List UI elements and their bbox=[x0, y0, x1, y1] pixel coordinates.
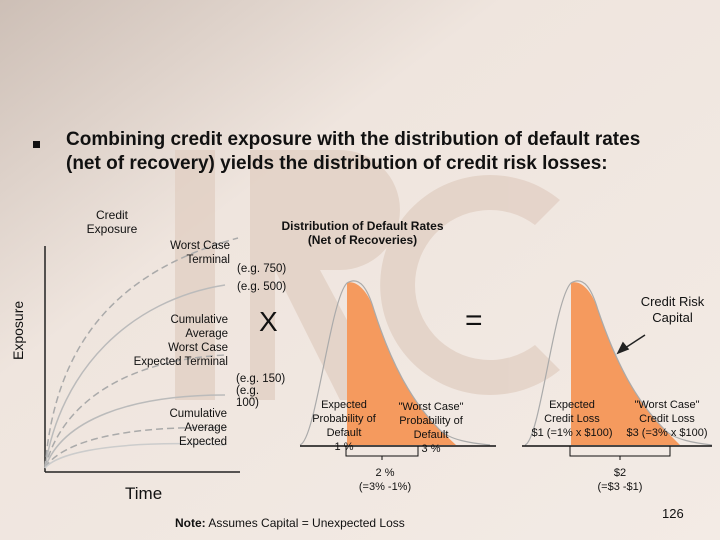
curve-average-expected bbox=[44, 426, 226, 469]
expected-default-label: Expected Probability of Default 1 % bbox=[300, 398, 388, 454]
default-rate-title-line-2: (Net of Recoveries) bbox=[307, 233, 418, 247]
curve-label-line: Cumulative bbox=[170, 314, 228, 326]
footnote-text: Assumes Capital = Unexpected Loss bbox=[208, 516, 405, 530]
curve-label-line: Worst Case bbox=[168, 342, 228, 354]
capital-difference-label: $2 (=$3 -$1) bbox=[575, 466, 665, 494]
label-line: 1 % bbox=[334, 441, 354, 453]
capital-curve bbox=[524, 280, 713, 446]
exposure-x-axis-label: Time bbox=[125, 484, 163, 503]
label-line: Expected bbox=[549, 399, 595, 411]
example-150-100: (e.g. 150) (e.g. 100) bbox=[236, 373, 285, 409]
default-rate-curve bbox=[299, 280, 491, 446]
exposure-chart-title: Credit Exposure bbox=[72, 208, 152, 236]
curve-mid-gray bbox=[44, 394, 226, 469]
expected-credit-loss-label: Expected Credit Loss $1 (=1% x $100) bbox=[522, 398, 622, 440]
worst-case-default-label: "Worst Case" Probability of Default 3 % bbox=[386, 400, 476, 456]
exposure-title-line-2: Exposure bbox=[86, 222, 138, 236]
label-line: $2 bbox=[613, 467, 627, 479]
label-line: Probability of bbox=[312, 413, 376, 425]
label-line: "Worst Case" bbox=[398, 401, 464, 413]
capital-title-line: Capital bbox=[652, 310, 693, 325]
curve-upper-gray bbox=[44, 284, 226, 469]
default-rate-title-line-1: Distribution of Default Rates bbox=[281, 219, 444, 233]
label-line: Default bbox=[413, 429, 449, 441]
label-line: 2 % bbox=[375, 467, 395, 479]
capital-brace bbox=[569, 452, 671, 460]
label-line: "Worst Case" bbox=[634, 399, 700, 411]
curve-label-line: Cumulative bbox=[169, 408, 227, 420]
curve-label-worst-case-terminal: Worst Case Terminal bbox=[130, 239, 230, 267]
example-line: (e.g. bbox=[236, 385, 260, 397]
multiply-operator: X bbox=[259, 306, 278, 337]
label-line: Credit Loss bbox=[639, 413, 695, 425]
footnote: Note: Assumes Capital = Unexpected Loss bbox=[175, 516, 405, 530]
default-rate-fill bbox=[347, 282, 456, 445]
capital-title-line: Credit Risk bbox=[640, 294, 705, 309]
example-line: 100) bbox=[236, 397, 260, 409]
exposure-y-axis-label: Exposure bbox=[10, 300, 26, 360]
example-line: (e.g. 150) bbox=[236, 373, 286, 385]
label-line: $3 (=3% x $100) bbox=[626, 427, 708, 439]
default-rate-brace bbox=[345, 452, 419, 460]
label-line: Credit Loss bbox=[544, 413, 600, 425]
label-line: Probability of bbox=[399, 415, 463, 427]
exposure-axes bbox=[44, 246, 240, 473]
slide-title-line-1: Combining credit exposure with the distr… bbox=[66, 129, 641, 150]
footnote-label: Note: bbox=[175, 516, 206, 530]
capital-distribution bbox=[522, 280, 713, 460]
title-bullet-icon bbox=[33, 141, 40, 148]
curve-worst-case-expected-terminal bbox=[44, 354, 226, 469]
label-line: Expected bbox=[321, 399, 367, 411]
curve-label-line: Expected Terminal bbox=[133, 356, 228, 368]
capital-fill bbox=[571, 282, 680, 445]
curve-label-line: Average bbox=[184, 422, 227, 434]
slide-title: Combining credit exposure with the distr… bbox=[66, 128, 706, 176]
curve-label-worst-case-expected-terminal: Cumulative Average Worst Case Expected T… bbox=[110, 313, 228, 369]
equals-operator: = bbox=[465, 304, 483, 337]
label-line: (=$3 -$1) bbox=[597, 481, 643, 493]
page-number: 126 bbox=[662, 506, 684, 521]
default-rate-title: Distribution of Default Rates (Net of Re… bbox=[255, 219, 470, 247]
label-line: (=3% -1%) bbox=[358, 481, 412, 493]
curve-label-line: Expected bbox=[179, 436, 227, 448]
curve-expected bbox=[44, 443, 226, 469]
exposure-title-line-1: Credit bbox=[95, 208, 128, 222]
curve-label-line: Worst Case bbox=[170, 240, 230, 252]
label-line: 3 % bbox=[421, 443, 441, 455]
curve-worst-case-terminal bbox=[44, 237, 239, 469]
default-difference-label: 2 % (=3% -1%) bbox=[340, 466, 430, 494]
slide-title-line-2: (net of recovery) yields the distributio… bbox=[66, 153, 608, 174]
label-line: Default bbox=[326, 427, 362, 439]
curve-label-line: Terminal bbox=[186, 254, 230, 266]
curve-label-line: Average bbox=[185, 328, 228, 340]
capital-arrow-icon bbox=[616, 334, 646, 355]
credit-risk-capital-title: Credit Risk Capital bbox=[630, 294, 715, 326]
worst-case-credit-loss-label: "Worst Case" Credit Loss $3 (=3% x $100) bbox=[614, 398, 720, 440]
exposure-curves bbox=[44, 237, 239, 469]
curve-label-average-expected: Cumulative Average Expected bbox=[150, 407, 227, 449]
label-line: $1 (=1% x $100) bbox=[531, 427, 613, 439]
default-rate-distribution bbox=[299, 280, 496, 460]
example-500: (e.g. 500) bbox=[237, 281, 287, 293]
example-750: (e.g. 750) bbox=[237, 263, 287, 275]
irc-watermark bbox=[175, 150, 560, 400]
